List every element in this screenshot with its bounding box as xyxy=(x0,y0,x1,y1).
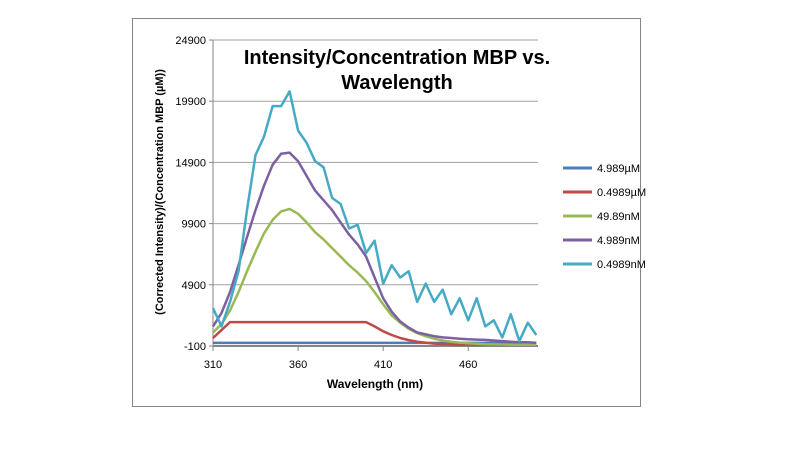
chart-title-line-2: Wavelength xyxy=(341,72,453,94)
legend-label: 4.989µM xyxy=(597,163,640,175)
y-tick-label: 9900 xyxy=(182,219,206,231)
legend-label: 4.989nM xyxy=(597,235,640,247)
y-tick-label: 19900 xyxy=(175,96,206,108)
legend-label: 49.89nM xyxy=(597,211,640,223)
legend-label: 0.4989nM xyxy=(597,259,646,271)
legend: 4.989µM 0.4989µM 49.89nM 4.989nM 0.4989nM xyxy=(563,163,646,271)
x-tick-label: 310 xyxy=(204,359,222,371)
x-axis-label: Wavelength (nm) xyxy=(327,377,423,391)
series-line-3 xyxy=(211,151,537,345)
series-line-4 xyxy=(211,90,538,343)
x-tick-label: 460 xyxy=(459,359,477,371)
y-tick-label: 24900 xyxy=(175,35,206,47)
y-tick-label: 14900 xyxy=(175,157,206,169)
y-tick-label: 4900 xyxy=(182,280,206,292)
legend-label: 0.4989µM xyxy=(597,187,646,199)
y-tick-label: -100 xyxy=(184,341,206,353)
x-tick-labels: 310 360 410 460 xyxy=(204,359,478,371)
x-tick-label: 410 xyxy=(374,359,392,371)
y-axis-label: (Corrected Intensity)/(Concentration MBP… xyxy=(154,69,166,315)
x-tick-label: 360 xyxy=(289,359,307,371)
series-lines xyxy=(211,90,538,347)
chart-title-line-1: Intensity/Concentration MBP vs. xyxy=(244,47,550,69)
y-tick-labels: 24900 19900 14900 9900 4900 -100 xyxy=(175,35,206,353)
series-line-2 xyxy=(212,207,537,347)
